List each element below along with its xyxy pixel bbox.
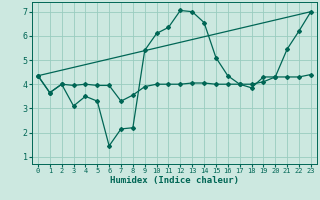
X-axis label: Humidex (Indice chaleur): Humidex (Indice chaleur) bbox=[110, 176, 239, 185]
